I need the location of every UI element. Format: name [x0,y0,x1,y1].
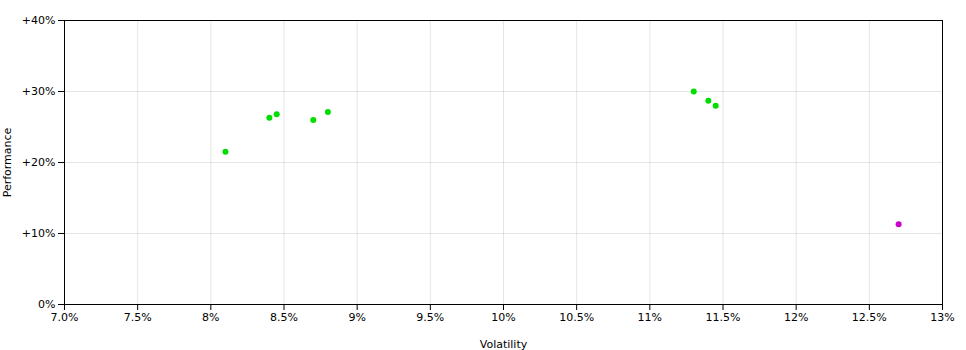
svg-text:9.5%: 9.5% [416,311,444,324]
svg-text:+30%: +30% [22,85,56,98]
svg-text:12%: 12% [784,311,808,324]
svg-text:7.5%: 7.5% [124,311,152,324]
svg-text:13%: 13% [930,311,954,324]
svg-text:Performance: Performance [1,127,14,197]
svg-text:10.5%: 10.5% [559,311,594,324]
svg-text:+20%: +20% [22,156,56,169]
svg-text:+10%: +10% [22,227,56,240]
svg-text:10%: 10% [491,311,515,324]
svg-text:8.5%: 8.5% [270,311,298,324]
svg-text:+40%: +40% [22,14,56,27]
svg-text:0%: 0% [38,298,55,311]
svg-text:7.0%: 7.0% [51,311,79,324]
svg-text:8%: 8% [202,311,219,324]
svg-text:11%: 11% [638,311,662,324]
svg-text:11.5%: 11.5% [706,311,741,324]
svg-text:9%: 9% [348,311,365,324]
svg-text:Volatility: Volatility [480,338,528,350]
svg-text:12.5%: 12.5% [852,311,887,324]
